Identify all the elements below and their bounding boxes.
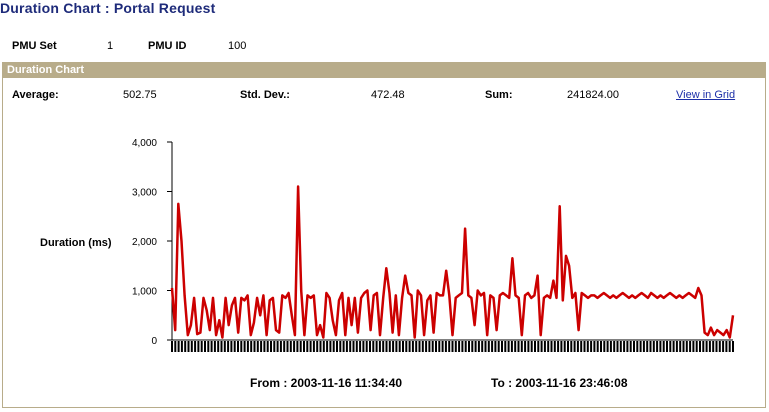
y-tick-label: 2,000 xyxy=(132,237,157,248)
view-in-grid-link[interactable]: View in Grid xyxy=(676,89,736,101)
duration-series-line xyxy=(170,185,735,339)
pmu-set-label: PMU Set xyxy=(12,40,57,52)
range-from: From : 2003-11-16 11:34:40 xyxy=(250,376,402,390)
stddev-label: Std. Dev.: xyxy=(240,89,290,101)
y-tick-label: 4,000 xyxy=(132,138,157,149)
page-title: Duration Chart : Portal Request xyxy=(0,0,216,16)
y-tick-label: 1,000 xyxy=(132,287,157,298)
average-value: 502.75 xyxy=(123,89,157,101)
y-tick-label: 3,000 xyxy=(132,188,157,199)
y-tick-label: 0 xyxy=(151,336,157,347)
pmu-id-label: PMU ID xyxy=(148,40,187,52)
y-axis-label: Duration (ms) xyxy=(40,237,112,249)
pmu-set-value: 1 xyxy=(107,40,114,52)
pmu-id-value: 100 xyxy=(228,40,247,52)
sum-label: Sum: xyxy=(485,89,513,101)
average-label: Average: xyxy=(12,89,59,101)
y-axis: 0 1,000 2,000 3,000 4,000 xyxy=(132,138,173,347)
x-axis xyxy=(171,339,734,352)
pmu-info-row: PMU Set 1 PMU ID 100 xyxy=(0,40,400,56)
sum-value: 241824.00 xyxy=(567,89,619,101)
stddev-value: 472.48 xyxy=(371,89,405,101)
panel-header: Duration Chart xyxy=(3,63,765,78)
range-to: To : 2003-11-16 23:46:08 xyxy=(491,376,628,390)
